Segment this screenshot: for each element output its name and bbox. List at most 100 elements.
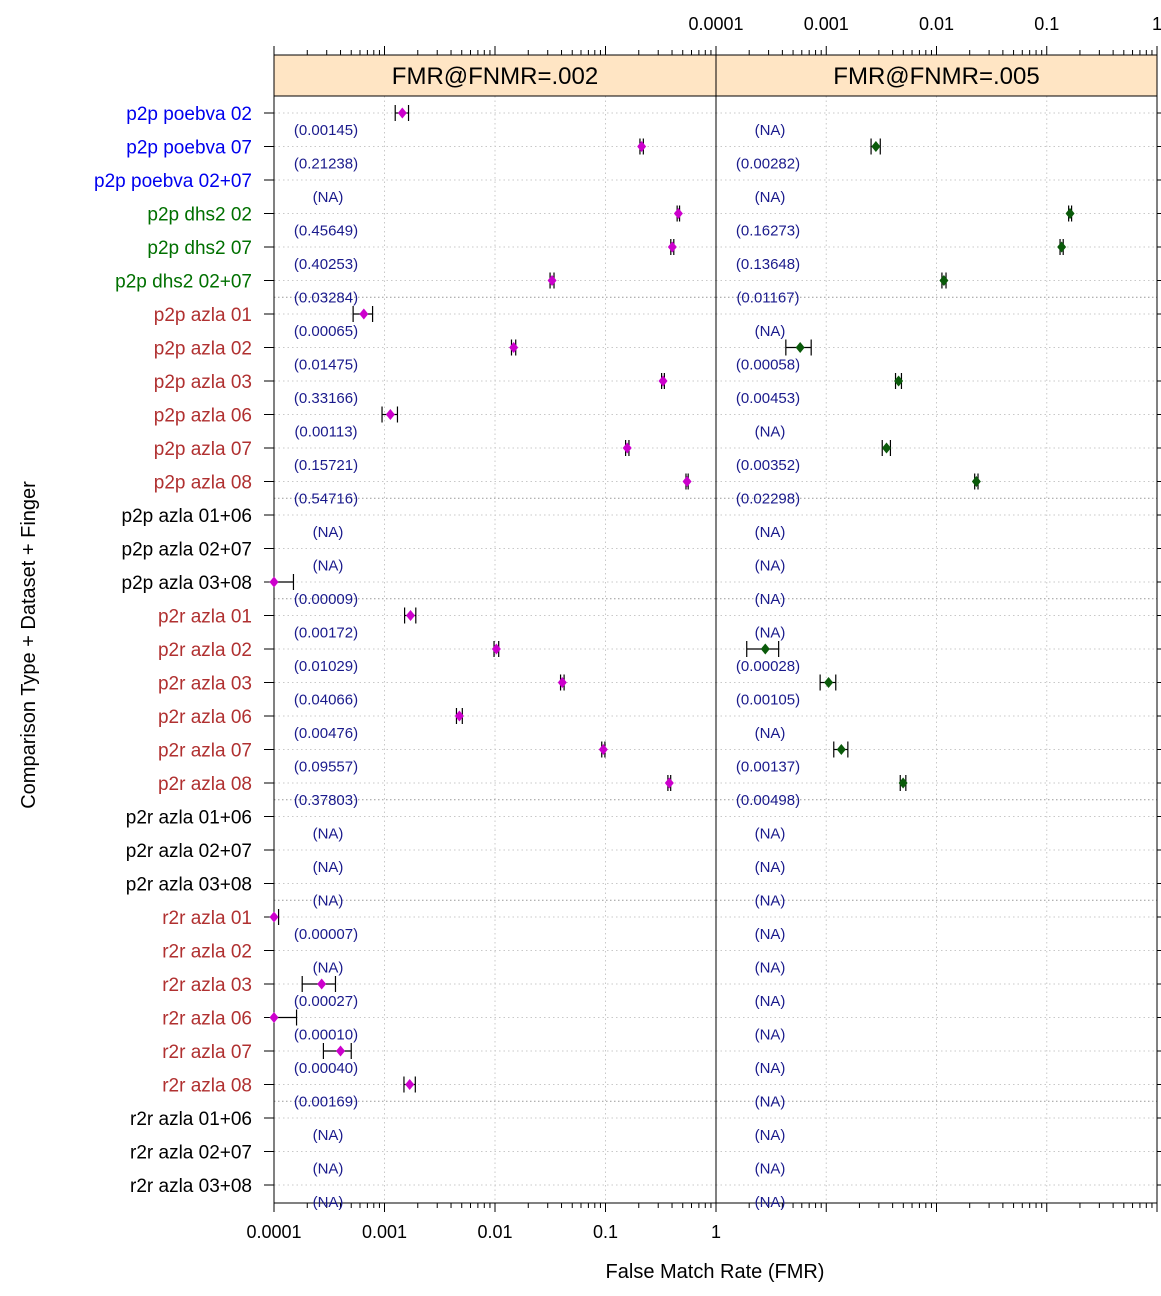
value-label: (0.16273) bbox=[736, 223, 800, 240]
value-label: (0.00352) bbox=[736, 457, 800, 474]
value-label: (NA) bbox=[755, 424, 786, 441]
value-label: (NA) bbox=[755, 189, 786, 206]
value-label: (NA) bbox=[755, 1161, 786, 1178]
value-label: (NA) bbox=[313, 960, 344, 977]
category-label: r2r azla 02 bbox=[162, 942, 252, 963]
data-point bbox=[667, 241, 677, 253]
x-tick-label: 0.1 bbox=[1034, 14, 1059, 34]
data-point bbox=[795, 342, 805, 353]
data-point bbox=[637, 141, 647, 152]
category-label: p2p azla 01 bbox=[154, 305, 252, 326]
category-label: p2p azla 08 bbox=[154, 473, 252, 494]
value-label: (NA) bbox=[755, 122, 786, 139]
data-point bbox=[664, 777, 674, 789]
x-tick-label: 0.01 bbox=[919, 14, 954, 34]
category-label: p2r azla 01 bbox=[158, 607, 252, 628]
value-label: (NA) bbox=[755, 1027, 786, 1044]
value-label: (0.00040) bbox=[294, 1060, 358, 1077]
value-label: (0.09557) bbox=[294, 759, 358, 776]
data-point bbox=[509, 342, 519, 353]
category-label: r2r azla 03 bbox=[162, 975, 252, 996]
category-label: p2r azla 01+06 bbox=[126, 808, 252, 829]
category-label: r2r azla 08 bbox=[162, 1076, 252, 1097]
y-axis-label: Comparison Type + Dataset + Finger bbox=[18, 481, 40, 809]
category-label: p2p dhs2 02 bbox=[147, 205, 252, 226]
x-axis: 0.0001 0.001 0.01 0.1 1 bbox=[246, 1203, 721, 1242]
value-label: (0.00453) bbox=[736, 390, 800, 407]
value-label: (0.00476) bbox=[294, 725, 358, 742]
category-label: r2r azla 02+07 bbox=[130, 1143, 252, 1164]
data-point bbox=[971, 476, 981, 487]
data-point bbox=[557, 677, 567, 688]
x-tick-label: 0.0001 bbox=[688, 14, 743, 34]
data-point bbox=[454, 710, 464, 722]
value-label: (0.00172) bbox=[294, 625, 358, 642]
value-label: (0.00058) bbox=[736, 357, 800, 374]
value-label: (0.13648) bbox=[736, 256, 800, 273]
value-label: (0.40253) bbox=[294, 256, 358, 273]
data-point bbox=[269, 1012, 279, 1023]
data-point bbox=[760, 643, 770, 655]
value-label: (0.00145) bbox=[294, 122, 358, 139]
data-point bbox=[622, 442, 632, 454]
data-point bbox=[336, 1045, 346, 1057]
value-label: (0.00010) bbox=[294, 1027, 358, 1044]
category-label: p2p poebva 02 bbox=[126, 104, 252, 125]
value-label: (0.45649) bbox=[294, 223, 358, 240]
value-label: (NA) bbox=[755, 323, 786, 340]
category-label: p2p azla 02 bbox=[154, 339, 252, 360]
category-label: p2r azla 08 bbox=[158, 774, 252, 795]
category-label: p2p azla 01+06 bbox=[122, 506, 252, 527]
data-point bbox=[397, 107, 407, 119]
data-point bbox=[824, 677, 834, 688]
value-label: (NA) bbox=[755, 1060, 786, 1077]
value-label: (0.33166) bbox=[294, 390, 358, 407]
value-label: (NA) bbox=[313, 859, 344, 876]
value-label: (NA) bbox=[755, 625, 786, 642]
value-label: (0.00007) bbox=[294, 926, 358, 943]
value-label: (0.00137) bbox=[736, 759, 800, 776]
value-label: (0.37803) bbox=[294, 792, 358, 809]
category-label: p2r azla 03 bbox=[158, 674, 252, 695]
value-label: (0.00105) bbox=[736, 692, 800, 709]
category-label: p2r azla 07 bbox=[158, 741, 252, 762]
x-tick-label: 0.001 bbox=[804, 14, 849, 34]
value-label: (0.01167) bbox=[736, 290, 799, 307]
value-label: (NA) bbox=[313, 524, 344, 541]
value-label: (0.00169) bbox=[294, 1094, 358, 1111]
category-label: p2r azla 03+08 bbox=[126, 875, 252, 896]
value-label: (0.00009) bbox=[294, 591, 358, 608]
value-label: (NA) bbox=[755, 1194, 786, 1211]
value-label: (0.01029) bbox=[294, 658, 358, 675]
data-point bbox=[405, 1079, 415, 1090]
category-label: p2p azla 06 bbox=[154, 406, 252, 427]
value-label: (NA) bbox=[755, 591, 786, 608]
data-point bbox=[939, 275, 949, 286]
panel-title: FMR@FNMR=.002 bbox=[392, 63, 598, 90]
data-point bbox=[1057, 241, 1067, 253]
x-axis-label: False Match Rate (FMR) bbox=[606, 1261, 825, 1283]
value-label: (NA) bbox=[755, 524, 786, 541]
data-point bbox=[317, 978, 327, 990]
category-label: p2r azla 02+07 bbox=[126, 841, 252, 862]
value-label: (0.01475) bbox=[294, 357, 358, 374]
value-label: (NA) bbox=[313, 1127, 344, 1144]
category-label: r2r azla 07 bbox=[162, 1042, 252, 1063]
value-label: (0.03284) bbox=[294, 290, 358, 307]
value-label: (NA) bbox=[313, 826, 344, 843]
value-label: (0.00028) bbox=[736, 658, 800, 675]
value-label: (0.00282) bbox=[736, 156, 800, 173]
x-tick-label: 1 bbox=[1152, 14, 1161, 34]
data-point bbox=[359, 308, 369, 320]
data-point bbox=[269, 576, 279, 588]
value-label: (0.21238) bbox=[294, 156, 358, 173]
data-point bbox=[406, 610, 416, 621]
value-label: (0.15721) bbox=[294, 457, 358, 474]
x-tick-label: 1 bbox=[711, 1222, 721, 1242]
value-label: (0.00498) bbox=[736, 792, 800, 809]
x-tick-label: 0.001 bbox=[362, 1222, 407, 1242]
value-label: (0.00027) bbox=[294, 993, 358, 1010]
value-label: (NA) bbox=[313, 558, 344, 575]
x-axis bbox=[715, 1203, 1158, 1212]
